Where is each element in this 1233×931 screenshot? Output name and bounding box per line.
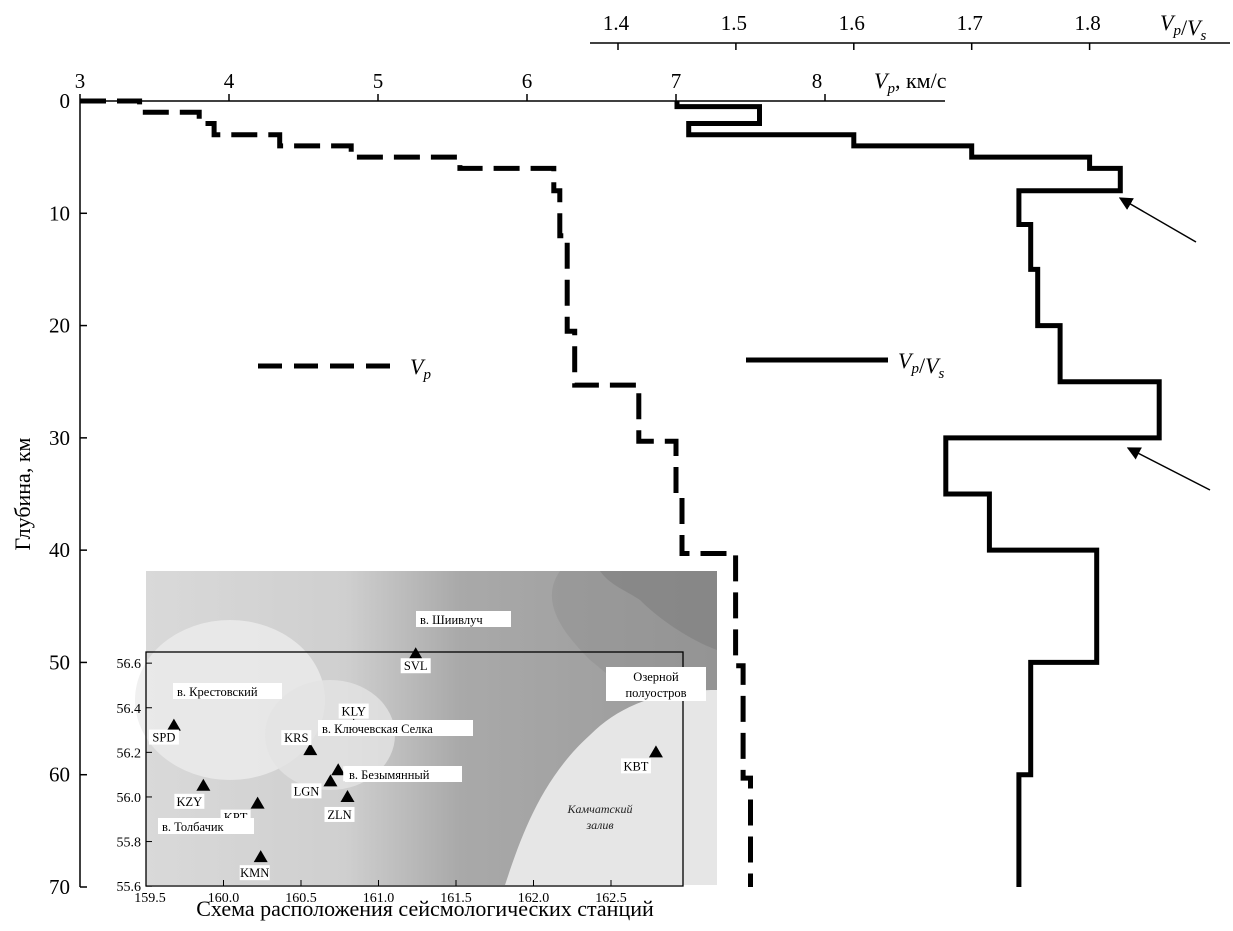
map-y-ticks: 56.6 56.4 56.2 56.0 55.8 55.6 (117, 657, 152, 895)
map-y-tick-label: 56.4 (117, 702, 142, 717)
map-ridge (146, 571, 717, 790)
y-tick-label: 20 (49, 314, 70, 338)
map-x-tick-label: 162.0 (518, 891, 550, 906)
station-label: KMN (240, 866, 269, 880)
arrow-30km (1126, 447, 1211, 491)
map-x-tick-label: 159.5 (134, 891, 166, 906)
station-label-bg (324, 806, 355, 822)
volcano-label: в. Ключевская Селка (322, 722, 433, 736)
station-label-bg (291, 783, 322, 799)
map-y-tick-label: 56.0 (117, 791, 142, 806)
ratio-ticks: 1.4 1.5 1.6 1.7 1.8 (603, 11, 1101, 50)
y-tick-label: 40 (49, 538, 70, 562)
y-tick-label: 0 (60, 89, 71, 113)
map-y-tick-label: 55.8 (117, 836, 142, 851)
y-axis-label: Глубина, км (10, 437, 35, 550)
volcano-label: в. Толбачик (162, 820, 225, 834)
map-x-ticks: 159.5 160.0 160.5 161.0 161.5 162.0 162.5 (134, 880, 627, 906)
map-y-tick-label: 56.2 (117, 746, 142, 761)
map-peninsula (600, 571, 717, 650)
ratio-axis-label: Vp/Vs (1160, 10, 1207, 44)
axes: 0 10 20 30 40 50 60 70 3 4 5 6 7 8 1.4 1.5 1.6 1.7 1.8 Г… (10, 10, 1230, 921)
ratio-tick-label: 1.6 (839, 11, 865, 35)
ratio-tick-label: 1.7 (957, 11, 983, 35)
svg-text:Озерной: Озерной (633, 670, 679, 684)
ratio-tick-label: 1.8 (1074, 11, 1100, 35)
legend: Vp Vp/Vs (258, 348, 945, 383)
vp-tick-label: 5 (373, 69, 384, 93)
station-label: SPD (152, 731, 175, 745)
station-label-bg (174, 793, 205, 809)
map-x-tick-label: 160.0 (208, 891, 240, 906)
ratio-tick-label: 1.5 (721, 11, 747, 35)
station-label: KRS (284, 731, 308, 745)
volcano-label: в. Шиивлуч (420, 613, 483, 627)
y-tick-label: 10 (49, 201, 70, 225)
station-marker (331, 763, 346, 776)
station-label-bg (239, 865, 270, 881)
station-label: KZY (176, 795, 202, 809)
ratio-tick-label: 1.4 (603, 11, 630, 35)
station-label-bg (620, 758, 651, 774)
station-marker (323, 774, 338, 787)
station-marker (340, 789, 355, 802)
series-layer (80, 98, 1162, 887)
station-label-bg (148, 729, 179, 745)
series-ratio-line (674, 101, 1162, 887)
station-marker (303, 743, 318, 756)
map-x-tick-label: 161.0 (363, 891, 395, 906)
vp-tick-label: 7 (671, 69, 682, 93)
svg-text:Камчатский: Камчатский (567, 802, 633, 816)
vp-ticks: 3 4 5 6 7 8 (75, 69, 826, 101)
station-marker (250, 796, 265, 809)
volcano-label: в. Крестовский (177, 685, 258, 699)
y-ticks: 0 10 20 30 40 50 60 70 (49, 89, 87, 899)
arrow-8km (1118, 197, 1197, 243)
station-marker (648, 745, 663, 758)
map-bay (505, 690, 717, 885)
vp-tick-label: 3 (75, 69, 86, 93)
svg-text:полуостров: полуостров (625, 686, 686, 700)
station-label: SVL (404, 659, 428, 673)
map-x-tick-label: 160.5 (285, 891, 317, 906)
volcano-label: в. Безымянный (349, 768, 430, 782)
station-label-bg (338, 703, 369, 719)
station-label-bg (400, 658, 431, 674)
svg-text:залив: залив (585, 818, 613, 832)
map-x-tick-label: 162.5 (595, 891, 627, 906)
y-tick-label: 50 (49, 650, 70, 674)
map-y-tick-label: 56.6 (117, 657, 142, 672)
bay-label: Камчатский залив (567, 802, 633, 832)
vp-tick-label: 4 (224, 69, 235, 93)
map-caption: Схема расположения сейсмологических стан… (196, 896, 654, 921)
station-label: ZLN (327, 808, 351, 822)
map-x-tick-label: 161.5 (440, 891, 472, 906)
legend-label-vp: Vp (410, 354, 431, 383)
map-y-tick-label: 55.6 (117, 880, 142, 895)
station-label: LGN (294, 784, 320, 798)
inset-map: 159.5 160.0 160.5 161.0 161.5 162.0 162.5 56.6… (117, 571, 717, 906)
station-marker (253, 850, 268, 863)
series-vp-line (80, 98, 753, 887)
vp-tick-label: 8 (812, 69, 823, 93)
legend-label-ratio: Vp/Vs (898, 348, 945, 382)
station-label: KBT (623, 759, 648, 773)
y-tick-label: 70 (49, 875, 70, 899)
y-tick-label: 60 (49, 763, 70, 787)
y-tick-label: 30 (49, 426, 70, 450)
station-marker (408, 647, 423, 660)
station-marker (196, 778, 211, 791)
peninsula-label: Озерной полуостров (606, 667, 706, 701)
map-volcano-labels: в. Шиивлуч в. Крестовский в. Ключевская … (158, 611, 511, 834)
station-label-bg (281, 730, 312, 746)
station-marker (166, 718, 181, 731)
station-label: KLY (341, 705, 365, 719)
vp-tick-label: 6 (522, 69, 533, 93)
vp-axis-label: Vp, км/с (874, 68, 947, 97)
annotation-arrows (1118, 197, 1211, 491)
